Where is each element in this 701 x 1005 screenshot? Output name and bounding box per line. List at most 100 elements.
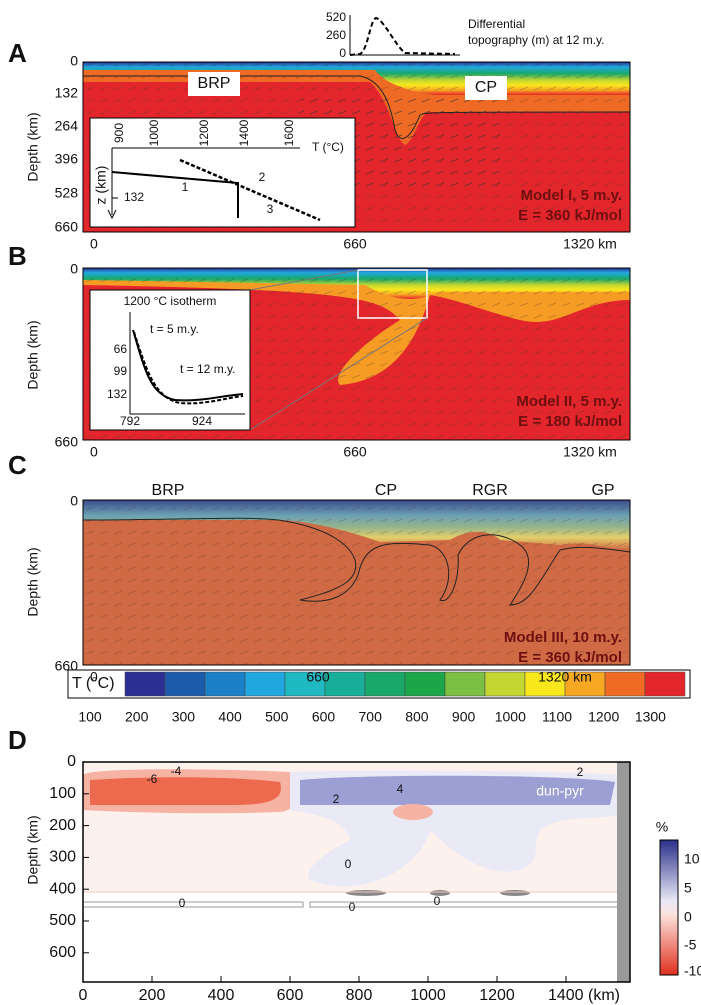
contour-label: 2 [333,792,340,806]
y-tick-label: 600 [49,944,76,961]
temperature-scale [67,669,691,699]
color-swatch [404,671,446,697]
contour-label: 0 [434,894,441,908]
topography-label: Differential [468,17,525,31]
curve-label: t = 5 m.y. [150,322,199,336]
panel-b-field [82,267,631,441]
scale-tick: 10 [684,851,700,867]
y-tick-label: 500 [49,912,76,929]
topography-label: topography (m) at 12 m.y. [468,33,605,47]
contour-label: 4 [397,782,404,796]
x-tick-label: 660 [343,236,367,252]
y-tick-label: 0 [70,53,78,69]
y-axis-label: Depth (km) [25,112,41,181]
y-tick-label: 100 [49,785,76,802]
region-label: GP [591,482,614,499]
contour-label: 0 [345,857,352,871]
inset-tick: 66 [114,342,128,356]
x-tick-label: 1320 km [538,669,592,685]
inset-tick: 924 [192,414,212,428]
scale-tick: 300 [172,709,196,725]
region-label: BRP [152,482,185,499]
y-tick-label: 660 [55,434,79,450]
model-label: Model I, 5 m.y. [521,187,622,204]
contour-label: -4 [171,764,182,778]
scale-tick: 500 [265,709,289,725]
color-swatch [284,671,326,697]
x-tick-label: 200 [139,987,166,1004]
energy-label: E = 360 kJ/mol [518,207,622,224]
region-label: RGR [472,482,508,499]
scale-tick: 1000 [495,709,526,725]
inset-tick: 99 [114,364,128,378]
curve-label: t = 12 m.y. [180,362,235,376]
x-tick-label: 1320 km [563,236,617,252]
color-swatch [244,671,286,697]
color-swatch [524,671,566,697]
contour-label: 0 [179,896,186,910]
y-axis-label: Depth (km) [25,815,41,884]
contour-label: -6 [147,772,158,786]
y-axis-label: Depth (km) [25,320,41,389]
panel-c-field [82,499,631,666]
panel-letter: A [8,38,27,68]
inset-tick: 1600 [282,119,296,146]
scale-tick: 1300 [635,709,666,725]
panel-letter: C [8,450,27,480]
scale-tick: 1100 [542,709,572,725]
y-tick-label: 400 [49,880,76,897]
region-label: BRP [198,75,231,92]
x-tick-label: 1000 [410,987,446,1004]
panel-letter: D [8,725,27,755]
y-tick-label: 264 [55,118,79,134]
y-tick-label: 300 [49,849,76,866]
scale-tick: 0 [684,909,692,925]
y-tick-label: 660 [55,658,79,674]
inset-tick: 1400 [237,119,251,146]
color-swatch [324,671,366,697]
scale-tick: 1200 [588,709,619,725]
energy-label: E = 360 kJ/mol [518,649,622,666]
color-swatch [364,671,406,697]
x-tick-label: 0 [79,987,88,1004]
y-tick-label: 0 [70,261,78,277]
color-swatch [564,671,606,697]
inset-tick: 900 [112,123,126,143]
inset-title: 1200 °C isotherm [124,294,217,308]
model-label: Model II, 5 m.y. [516,393,622,410]
panel-d-field [82,761,679,983]
y-tick-label: 200 [49,817,76,834]
scale-tick: 100 [78,709,102,725]
inset-axis-label: z (km) [93,166,109,205]
panel-a-field [82,61,631,233]
color-swatch [444,671,486,697]
y-tick-label: 396 [55,151,79,167]
color-swatch [124,671,166,697]
inset-axis-label: T (°C) [312,140,344,154]
x-tick-label: 600 [277,987,304,1004]
curve-label: 1 [182,180,189,194]
region-label: CP [375,482,397,499]
scale-tick: 200 [125,709,149,725]
y-tick-label: 528 [55,185,79,201]
x-tick-label: 1400 (km) [548,987,620,1004]
x-tick-label: 400 [208,987,235,1004]
x-tick-label: 1320 km [563,444,617,460]
curve-label: 2 [259,170,266,184]
energy-label: E = 180 kJ/mol [518,413,622,430]
y-axis-label: Depth (km) [25,547,41,616]
scale-tick: 600 [312,709,336,725]
scale-tick: -5 [684,937,697,953]
inset-tick: 1000 [147,119,161,146]
color-swatch [604,671,646,697]
topography-plot [349,15,460,56]
topography-tick: 0 [339,46,346,60]
scale-label: T (°C) [72,675,115,692]
contour-label: 0 [349,900,356,914]
scale-tick: 900 [452,709,476,725]
scale-tick: 400 [218,709,242,725]
x-tick-label: 0 [90,444,98,460]
scale-tick: 5 [684,880,692,896]
y-tick-label: 0 [67,753,76,770]
